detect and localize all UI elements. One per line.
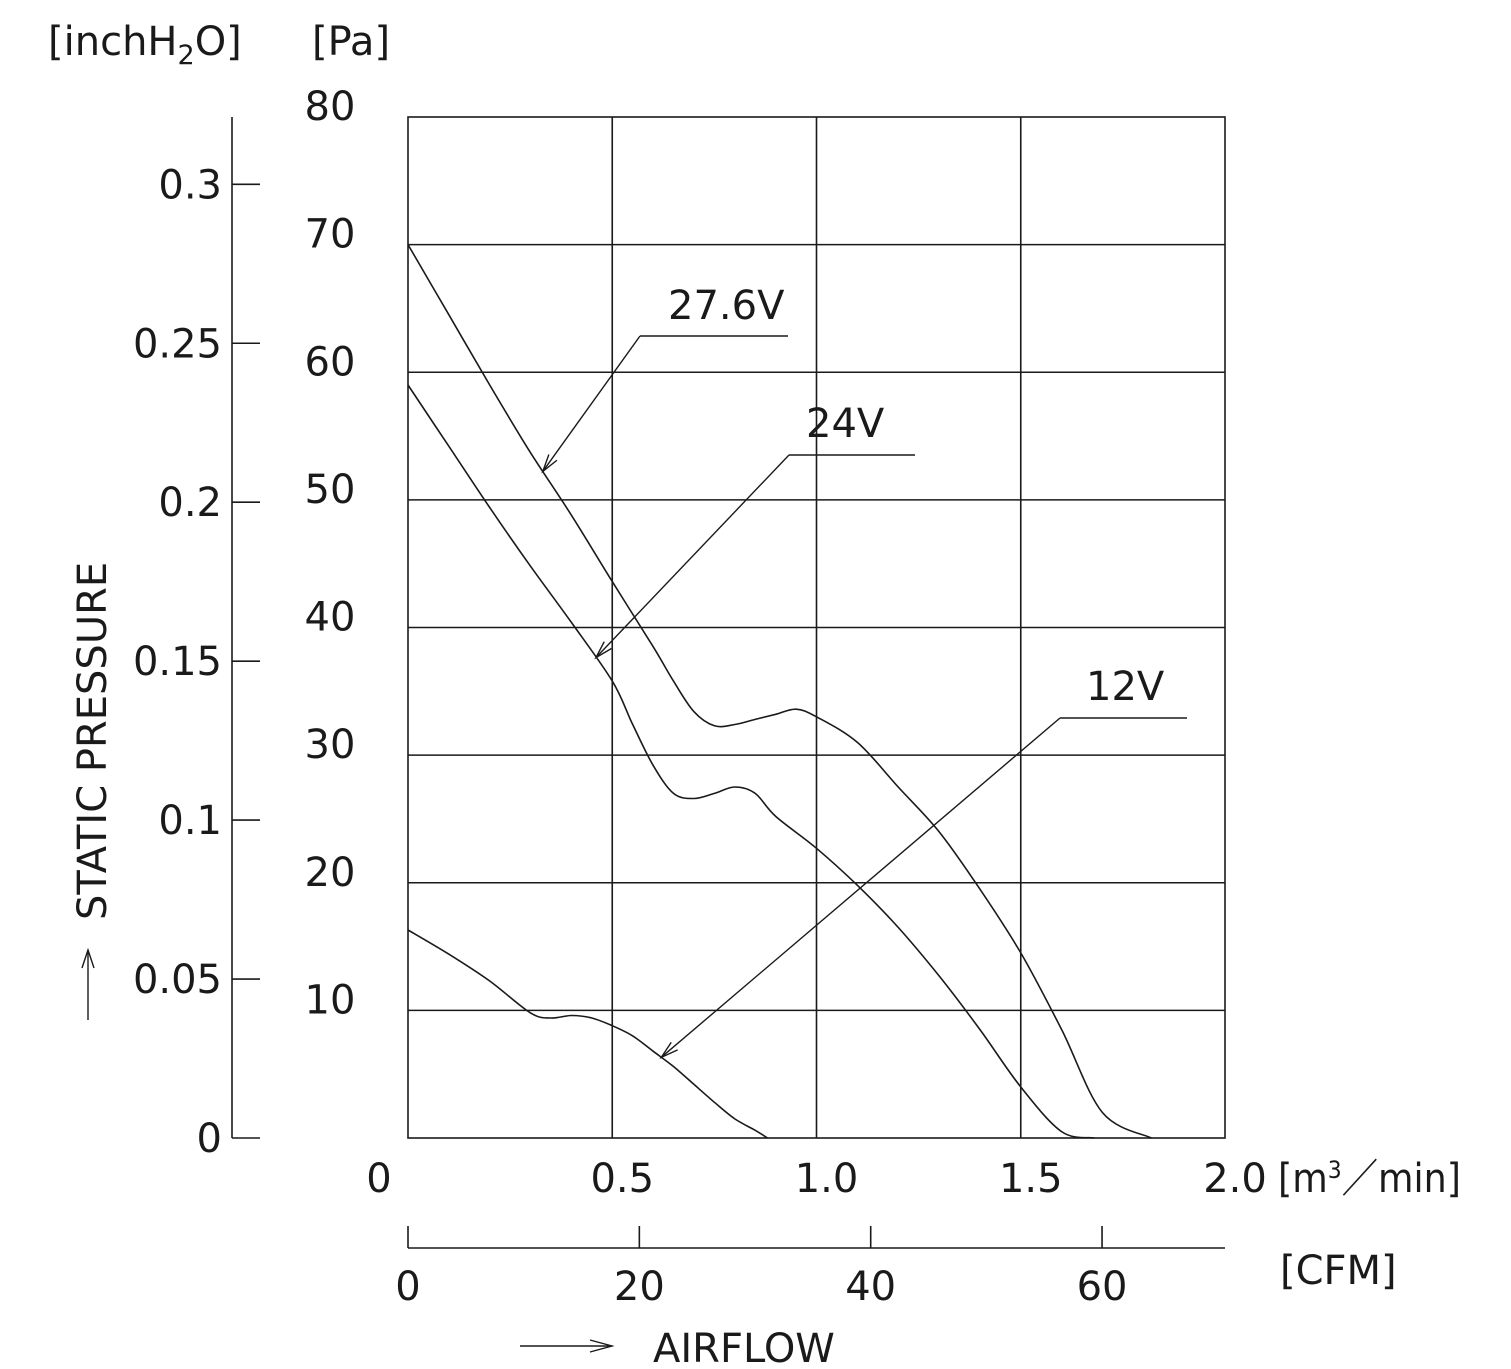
inch-unit-label: [inchH2O] bbox=[48, 19, 242, 71]
x-axis-title: AIRFLOW bbox=[653, 1326, 835, 1369]
leader-arrow-icon bbox=[594, 641, 612, 660]
pa-tick-label: 30 bbox=[305, 722, 356, 768]
curve-24v bbox=[407, 384, 1095, 1139]
inch-tick-label: 0.25 bbox=[133, 321, 222, 367]
inch-tick-label: 0.3 bbox=[158, 162, 222, 208]
pa-tick-label: 70 bbox=[305, 212, 356, 258]
cfm-tick-label: 60 bbox=[1077, 1264, 1128, 1310]
x-axis-arrow-icon bbox=[520, 1339, 615, 1353]
leader-line-27-6v bbox=[542, 335, 641, 472]
leader-line-12v bbox=[660, 717, 1061, 1058]
x-tick-label: 2.0 bbox=[1203, 1156, 1267, 1202]
y-axis-title: STATIC PRESSURE bbox=[70, 562, 116, 920]
series-label-12v: 12V bbox=[1086, 664, 1165, 710]
pa-tick-label: 20 bbox=[305, 850, 356, 896]
x-tick-label: 1.5 bbox=[999, 1156, 1063, 1202]
y-axis-arrow-icon bbox=[81, 947, 95, 1020]
inch-tick-label: 0.15 bbox=[133, 639, 222, 685]
inch-tick-label: 0.2 bbox=[158, 480, 222, 526]
x-tick-label: 1.0 bbox=[795, 1156, 859, 1202]
series-label-24v: 24V bbox=[806, 401, 885, 447]
pa-tick-label: 80 bbox=[305, 84, 356, 130]
cfm-unit-label: [CFM] bbox=[1280, 1248, 1397, 1294]
curves bbox=[407, 244, 1152, 1139]
x-tick-label: 0.5 bbox=[590, 1156, 654, 1202]
cfm-tick-label: 0 bbox=[395, 1264, 420, 1310]
pa-tick-label: 10 bbox=[305, 977, 356, 1023]
cfm-tick-label: 40 bbox=[845, 1264, 896, 1310]
pa-tick-label: 50 bbox=[305, 467, 356, 513]
grid bbox=[231, 116, 1226, 1249]
pa-tick-label: 40 bbox=[305, 595, 356, 641]
tick-labels: 0 0.5 1.0 1.5 2.0 80 70 60 50 40 30 20 10 0.3 0.25 0.2 0… bbox=[133, 84, 1267, 1310]
leader-line-24v bbox=[595, 454, 790, 659]
inch-tick-label: 0.1 bbox=[158, 798, 222, 844]
leader-arrow-icon bbox=[659, 1041, 678, 1059]
pa-tick-label: 60 bbox=[305, 339, 356, 385]
pa-unit-label: [Pa] bbox=[312, 19, 390, 65]
curve-27-6v bbox=[407, 244, 1152, 1139]
x-tick-label: 0 bbox=[366, 1156, 391, 1202]
leader-arrow-icon bbox=[541, 454, 558, 474]
annotations: 27.6V 24V 12V bbox=[541, 283, 1187, 1059]
x-unit-label: [m3／min] bbox=[1278, 1156, 1461, 1202]
curve-12v bbox=[407, 929, 768, 1139]
cfm-tick-label: 20 bbox=[614, 1264, 665, 1310]
inch-tick-label: 0 bbox=[197, 1116, 222, 1162]
inch-tick-label: 0.05 bbox=[133, 957, 222, 1003]
series-label-27-6v: 27.6V bbox=[668, 283, 785, 329]
